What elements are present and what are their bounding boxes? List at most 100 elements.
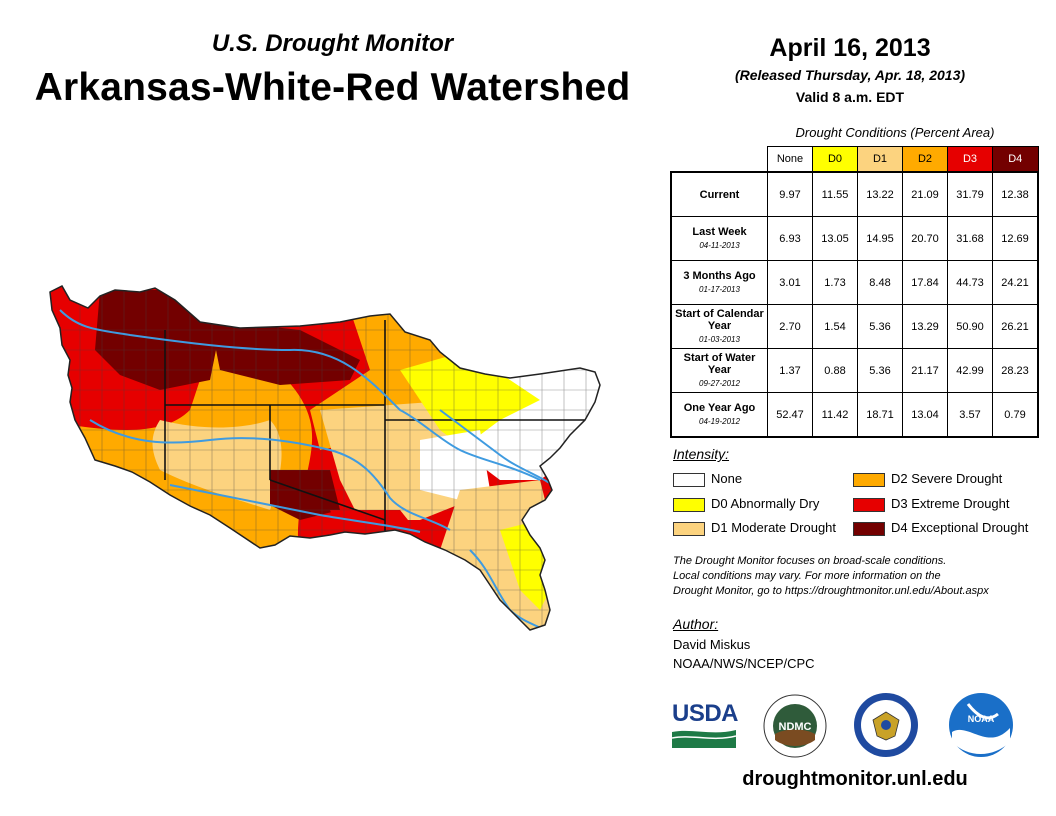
cell-d1: 8.48 [857, 260, 903, 305]
cell-d0: 0.88 [812, 348, 858, 393]
cell-d3: 31.68 [947, 216, 993, 261]
row-label: Current [670, 171, 768, 217]
legend-swatch-none [673, 472, 705, 487]
header-d4: D4 [992, 146, 1039, 173]
legend-item-d2: D2 Severe Drought [853, 471, 1002, 487]
row-date: 09-27-2012 [699, 378, 740, 388]
row-label-text: Current [699, 188, 740, 201]
row-label: One Year Ago 04-19-2012 [670, 392, 768, 438]
usda-logo: USDA [671, 700, 739, 750]
legend-swatch-d3 [853, 497, 885, 512]
legend-title: Intensity: [673, 446, 730, 462]
valid-date: April 16, 2013 [769, 34, 931, 62]
cell-none: 6.93 [767, 216, 813, 261]
cell-d2: 17.84 [902, 260, 948, 305]
cell-none: 2.70 [767, 304, 813, 349]
cell-d1: 5.36 [857, 348, 903, 393]
cell-d4: 24.21 [992, 260, 1039, 305]
cell-d2: 13.04 [902, 392, 948, 438]
cell-d3: 42.99 [947, 348, 993, 393]
cell-d0: 13.05 [812, 216, 858, 261]
table-row-last-week: Last Week 04-11-2013 6.93 13.05 14.95 20.… [670, 216, 1039, 261]
row-label: Start of Water Year 09-27-2012 [670, 348, 768, 393]
author-org: NOAA/NWS/NCEP/CPC [673, 656, 815, 671]
disclaimer-line: The Drought Monitor focuses on broad-sca… [673, 555, 947, 567]
cell-none: 9.97 [767, 171, 813, 217]
cell-d2: 21.09 [902, 171, 948, 217]
table-row-one-year-ago: One Year Ago 04-19-2012 52.47 11.42 18.71… [670, 392, 1039, 438]
author-title: Author: [673, 616, 719, 632]
legend-swatch-d0 [673, 497, 705, 512]
row-label-text: Last Week [692, 225, 747, 238]
cell-d4: 12.38 [992, 171, 1039, 217]
watershed-map [49, 285, 601, 631]
legend-label: D3 Extreme Drought [891, 496, 1010, 511]
cell-none: 3.01 [767, 260, 813, 305]
cell-d1: 14.95 [857, 216, 903, 261]
row-date: 04-19-2012 [699, 416, 740, 426]
cell-d4: 26.21 [992, 304, 1039, 349]
d4-region-northwest [95, 290, 220, 390]
disclaimer-line: Drought Monitor, go to https://droughtmo… [673, 585, 989, 597]
red-river [169, 484, 421, 533]
legend-item-d3: D3 Extreme Drought [853, 496, 1010, 512]
noaa-logo-text: NOAA [968, 714, 995, 724]
header-blank-cell [671, 147, 768, 173]
legend-swatch-d1 [673, 521, 705, 536]
cell-d0: 1.54 [812, 304, 858, 349]
ndmc-logo-text: NDMC [779, 721, 812, 733]
legend-label: D0 Abnormally Dry [711, 496, 820, 511]
row-date: 01-03-2013 [699, 334, 740, 344]
cell-d4: 28.23 [992, 348, 1039, 393]
drought-conditions-table: None D0 D1 D2 D3 D4 Current 9.97 11.55 1… [670, 146, 1039, 438]
cell-d1: 5.36 [857, 304, 903, 349]
row-label-text: One Year Ago [683, 401, 756, 414]
map-subtitle: U.S. Drought Monitor [211, 30, 454, 57]
disclaimer-line: Local conditions may vary. For more info… [673, 570, 941, 582]
row-label: 3 Months Ago 01-17-2013 [670, 260, 768, 305]
website-url[interactable]: droughtmonitor.unl.edu [742, 768, 968, 790]
cell-d0: 11.42 [812, 392, 858, 438]
legend-swatch-d4 [853, 521, 885, 536]
cell-d4: 0.79 [992, 392, 1039, 438]
row-label: Start of Calendar Year 01-03-2013 [670, 304, 768, 349]
cell-d0: 1.73 [812, 260, 858, 305]
row-label-text: 3 Months Ago [683, 269, 756, 282]
state-boundaries [164, 320, 600, 535]
cell-d4: 12.69 [992, 216, 1039, 261]
cell-d3: 44.73 [947, 260, 993, 305]
legend-label: D1 Moderate Drought [711, 520, 837, 535]
disclaimer: The Drought Monitor focuses on broad-sca… [673, 554, 1043, 599]
cell-d2: 13.29 [902, 304, 948, 349]
doc-seal-logo [854, 693, 918, 757]
cell-d1: 18.71 [857, 392, 903, 438]
legend-label: None [711, 471, 743, 486]
table-row-start-of-calendar-year: Start of Calendar Year 01-03-2013 2.70 1.… [670, 304, 1039, 349]
cell-d1: 13.22 [857, 171, 903, 217]
legend-swatch-d2 [853, 472, 885, 487]
row-label-text: Start of Water Year [683, 351, 756, 376]
row-label-text: Start of Calendar Year [675, 307, 764, 332]
row-date: 01-17-2013 [699, 284, 740, 294]
header-d0: D0 [812, 146, 858, 173]
legend-label: D4 Exceptional Drought [891, 520, 1029, 535]
legend-label: D2 Severe Drought [891, 471, 1003, 486]
cell-d3: 50.90 [947, 304, 993, 349]
release-date: (Released Thursday, Apr. 18, 2013) [734, 67, 966, 83]
usda-wave-icon [671, 730, 737, 748]
cell-d2: 20.70 [902, 216, 948, 261]
cell-none: 52.47 [767, 392, 813, 438]
legend-item-d1: D1 Moderate Drought [673, 520, 836, 536]
canadian-river [89, 419, 451, 531]
cell-none: 1.37 [767, 348, 813, 393]
d4-region-north [210, 320, 360, 385]
legend-item-none: None [673, 471, 742, 487]
map-title: Arkansas-White-Red Watershed [34, 66, 631, 109]
table-row-start-of-water-year: Start of Water Year 09-27-2012 1.37 0.88 … [670, 348, 1039, 393]
header-none: None [767, 146, 813, 173]
white-river [439, 409, 561, 491]
header-d2: D2 [902, 146, 948, 173]
noaa-logo: NOAA [949, 693, 1013, 757]
legend-item-d4: D4 Exceptional Drought [853, 520, 1028, 536]
table-row-3-months-ago: 3 Months Ago 01-17-2013 3.01 1.73 8.48 17… [670, 260, 1039, 305]
